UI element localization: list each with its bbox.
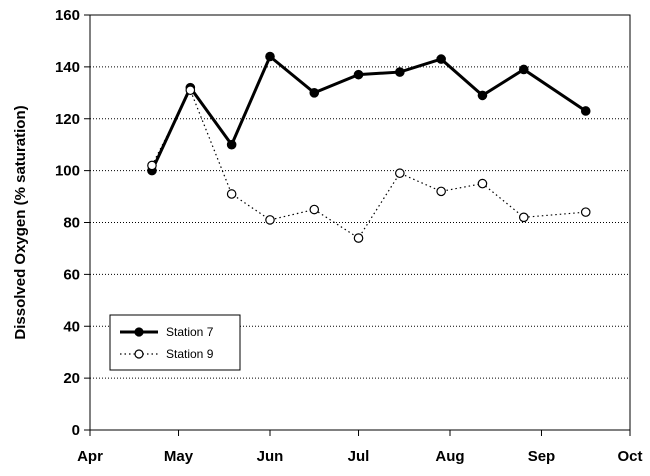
data-point: [226, 189, 237, 199]
y-tick-label: 60: [63, 266, 80, 283]
x-tick-label: Jun: [257, 448, 284, 465]
x-tick-label: May: [164, 448, 194, 465]
x-tick-label: Jul: [348, 448, 370, 465]
data-series: [147, 51, 591, 243]
data-point: [353, 233, 364, 243]
y-axis-title: Dissolved Oxygen (% saturation): [12, 105, 29, 339]
data-point: [518, 212, 529, 223]
data-point: [185, 85, 196, 96]
data-point: [436, 186, 446, 197]
legend-swatch-marker: [134, 349, 144, 359]
x-tick-label: Apr: [77, 448, 103, 465]
legend-label: Station 9: [166, 347, 214, 361]
y-tick-label: 40: [63, 318, 80, 335]
x-tick-label: Aug: [435, 448, 464, 465]
data-point: [477, 90, 488, 101]
legend-swatch-marker: [134, 327, 144, 337]
data-point: [265, 51, 275, 62]
y-tick-label: 160: [55, 7, 80, 24]
axes: 0 20 40 60 80 100 120 140 160 Apr May Jun Jul Aug Sep O…: [55, 7, 643, 465]
legend-label: Station 7: [166, 325, 214, 339]
legend: Station 7 Station 9: [109, 314, 241, 371]
data-point: [309, 204, 320, 215]
data-point: [518, 64, 529, 75]
data-point: [395, 67, 405, 77]
data-point: [436, 54, 446, 64]
legend-box: [109, 314, 241, 371]
y-tick-label: 80: [63, 215, 80, 232]
data-point: [147, 160, 157, 171]
x-tick-label: Sep: [528, 448, 556, 465]
series-line: [150, 54, 587, 172]
data-point: [580, 207, 591, 217]
data-point: [226, 139, 237, 150]
series-station-9: [147, 85, 591, 243]
data-point: [265, 215, 275, 225]
data-point: [395, 168, 405, 179]
data-point: [477, 178, 488, 189]
y-tick-label: 120: [55, 111, 80, 128]
y-tick-label: 20: [63, 370, 80, 387]
y-tick-label: 0: [72, 422, 80, 439]
series-line: [151, 88, 586, 239]
data-point: [309, 88, 320, 98]
y-tick-label: 140: [55, 59, 80, 76]
x-tick-label: Oct: [617, 448, 642, 465]
data-point: [353, 69, 364, 80]
y-tick-label: 100: [55, 163, 80, 180]
series-station-7: [147, 51, 591, 176]
data-point: [580, 106, 591, 116]
